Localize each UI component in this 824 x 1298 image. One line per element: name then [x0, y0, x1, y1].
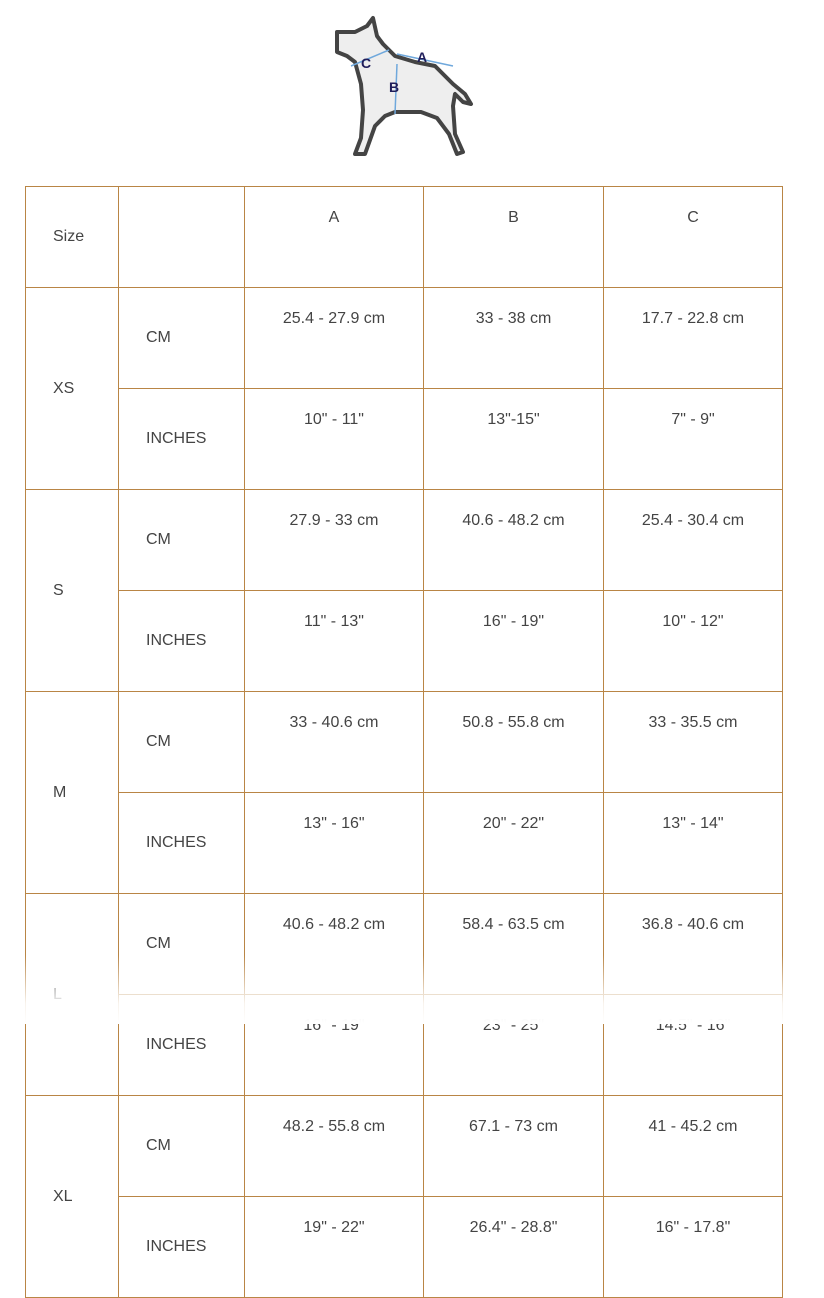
size-label: L	[25, 893, 119, 1096]
unit-cm: CM	[118, 287, 245, 389]
size-label: S	[25, 489, 119, 692]
header-a: A	[244, 186, 424, 288]
cell-cm: 40.6 - 48.2 cm	[244, 893, 424, 995]
header-b: B	[423, 186, 604, 288]
table-row-inches: INCHES 11" - 13" 16" - 19" 10" - 12"	[26, 590, 783, 692]
cell-cm: 48.2 - 55.8 cm	[244, 1095, 424, 1197]
unit-inches: INCHES	[118, 388, 245, 490]
cell-cm: 33 - 38 cm	[423, 287, 604, 389]
cell-inches: 20" - 22"	[423, 792, 604, 894]
unit-inches: INCHES	[118, 792, 245, 894]
unit-cm: CM	[118, 893, 245, 995]
table-row-cm: XS CM 25.4 - 27.9 cm 33 - 38 cm 17.7 - 22.8…	[25, 287, 783, 490]
dog-measurement-diagram: A B C	[335, 16, 473, 156]
cell-inches: 11" - 13"	[244, 590, 424, 692]
cell-cm: 36.8 - 40.6 cm	[603, 893, 783, 995]
cell-cm: 25.4 - 30.4 cm	[603, 489, 783, 591]
cell-cm: 40.6 - 48.2 cm	[423, 489, 604, 591]
unit-cm: CM	[118, 1095, 245, 1197]
size-chart-table: Size A B C XS CM 25.4 - 27.9 cm 33 - 38 cm…	[25, 186, 783, 1298]
cell-inches: 13"-15"	[423, 388, 604, 490]
table-row-cm: XL CM 48.2 - 55.8 cm 67.1 - 73 cm 41 - 45.2…	[25, 1095, 783, 1298]
cell-cm: 58.4 - 63.5 cm	[423, 893, 604, 995]
table-row-inches: INCHES 19" - 22" 26.4" - 28.8" 16" - 17.8"	[26, 1196, 783, 1298]
label-b: B	[389, 79, 399, 95]
dog-silhouette	[335, 16, 473, 156]
cell-inches: 13" - 16"	[244, 792, 424, 894]
cell-inches: 16" - 19"	[244, 994, 424, 1096]
measure-line-b	[394, 63, 398, 115]
cell-cm: 41 - 45.2 cm	[603, 1095, 783, 1197]
unit-inches: INCHES	[118, 590, 245, 692]
cell-cm: 33 - 35.5 cm	[603, 691, 783, 793]
table-row-inches: INCHES 13" - 16" 20" - 22" 13" - 14"	[26, 792, 783, 894]
cell-cm: 33 - 40.6 cm	[244, 691, 424, 793]
table-row-cm: M CM 33 - 40.6 cm 50.8 - 55.8 cm 33 - 35.5 …	[25, 691, 783, 894]
cell-cm: 17.7 - 22.8 cm	[603, 287, 783, 389]
header-unit	[118, 186, 245, 288]
cell-inches: 26.4" - 28.8"	[423, 1196, 604, 1298]
measure-line-a	[396, 53, 454, 67]
cell-inches: 16" - 19"	[423, 590, 604, 692]
table-row-cm: S CM 27.9 - 33 cm 40.6 - 48.2 cm 25.4 - 30.…	[25, 489, 783, 692]
label-a: A	[417, 49, 427, 65]
cell-cm: 27.9 - 33 cm	[244, 489, 424, 591]
header-c: C	[603, 186, 783, 288]
unit-inches: INCHES	[118, 1196, 245, 1298]
header-row: Size A B C	[25, 186, 783, 288]
cell-inches: 13" - 14"	[603, 792, 783, 894]
size-label: M	[25, 691, 119, 894]
table-row-inches: INCHES 16" - 19" 23" - 25" 14.5" - 16"	[26, 994, 783, 1096]
unit-cm: CM	[118, 691, 245, 793]
cell-inches: 14.5" - 16"	[603, 994, 783, 1096]
cell-inches: 19" - 22"	[244, 1196, 424, 1298]
cell-inches: 10" - 11"	[244, 388, 424, 490]
cell-inches: 7" - 9"	[603, 388, 783, 490]
cell-cm: 67.1 - 73 cm	[423, 1095, 604, 1197]
cell-cm: 25.4 - 27.9 cm	[244, 287, 424, 389]
cell-inches: 10" - 12"	[603, 590, 783, 692]
unit-inches: INCHES	[118, 994, 245, 1096]
cell-cm: 50.8 - 55.8 cm	[423, 691, 604, 793]
unit-cm: CM	[118, 489, 245, 591]
size-label: XS	[25, 287, 119, 490]
table-row-inches: INCHES 10" - 11" 13"-15" 7" - 9"	[26, 388, 783, 490]
header-size: Size	[25, 186, 119, 288]
size-label: XL	[25, 1095, 119, 1298]
label-c: C	[361, 55, 371, 71]
table-row-cm: L CM 40.6 - 48.2 cm 58.4 - 63.5 cm 36.8 - 4…	[25, 893, 783, 1096]
measure-line-c	[350, 49, 390, 67]
cell-inches: 23" - 25"	[423, 994, 604, 1096]
cell-inches: 16" - 17.8"	[603, 1196, 783, 1298]
